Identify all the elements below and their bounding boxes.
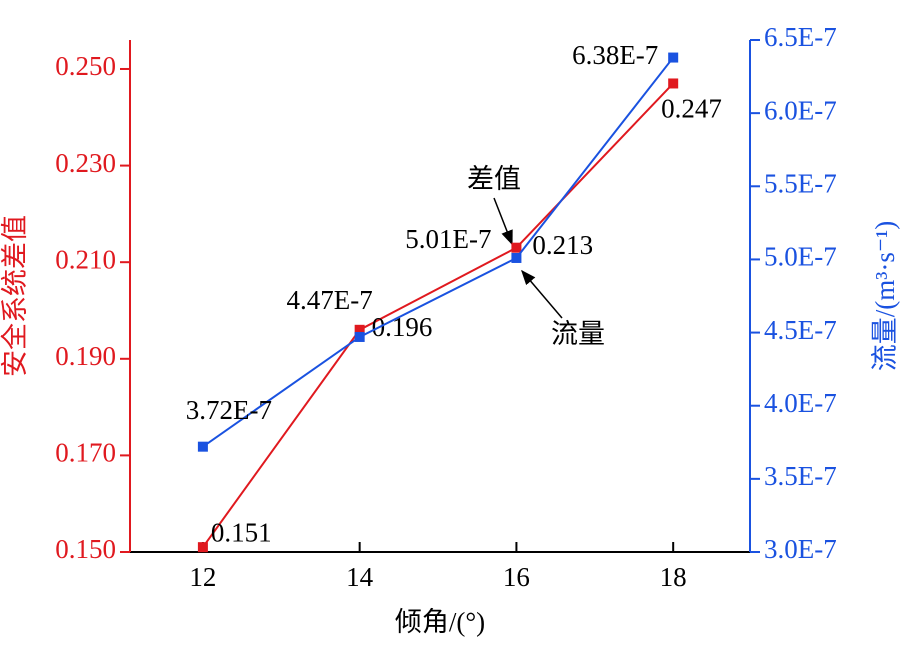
- annotation: 流量: [551, 319, 605, 349]
- y-axis-label: 安全系统差值: [0, 215, 30, 377]
- annotation-arrow: [521, 269, 563, 319]
- marker: [668, 52, 679, 63]
- marker: [197, 441, 208, 452]
- marker: [197, 542, 208, 553]
- data-label: 0.196: [372, 312, 433, 342]
- y2-tick-label: 5.0E-7: [764, 242, 837, 272]
- y-tick-label: 0.190: [55, 341, 116, 371]
- y2-tick-label: 3.0E-7: [764, 534, 837, 564]
- data-label: 0.247: [661, 94, 722, 124]
- y2-axis-label: 流量/(m³·s⁻¹): [870, 221, 900, 371]
- annotation: 差值: [467, 164, 521, 194]
- marker: [511, 252, 522, 263]
- annotation-arrow: [493, 197, 513, 246]
- x-tick-label: 12: [189, 562, 216, 592]
- series-line: [202, 82, 674, 548]
- y2-tick-label: 3.5E-7: [764, 461, 837, 491]
- data-label: 4.47E-7: [287, 285, 373, 315]
- marker: [668, 78, 679, 89]
- y2-tick-label: 5.5E-7: [764, 168, 837, 198]
- y-tick-label: 0.230: [55, 148, 116, 178]
- y2-tick-label: 4.5E-7: [764, 315, 837, 345]
- series-line: [202, 56, 674, 448]
- data-label: 0.213: [532, 230, 593, 260]
- marker: [511, 242, 522, 253]
- y2-tick-label: 6.5E-7: [764, 22, 837, 52]
- data-label: 6.38E-7: [572, 40, 658, 70]
- x-tick-label: 16: [503, 562, 530, 592]
- data-label: 0.151: [211, 517, 272, 547]
- y-tick-label: 0.250: [55, 51, 116, 81]
- data-label: 5.01E-7: [405, 224, 491, 254]
- marker: [354, 324, 365, 335]
- x-tick-label: 18: [660, 562, 687, 592]
- y-tick-label: 0.150: [55, 534, 116, 564]
- y2-tick-label: 6.0E-7: [764, 95, 837, 125]
- y-tick-label: 0.170: [55, 438, 116, 468]
- marker: [354, 331, 365, 342]
- y-tick-label: 0.210: [55, 244, 116, 274]
- y2-tick-label: 4.0E-7: [764, 388, 837, 418]
- data-label: 3.72E-7: [186, 395, 272, 425]
- x-axis-label: 倾角/(°): [395, 607, 485, 637]
- x-tick-label: 14: [346, 562, 374, 592]
